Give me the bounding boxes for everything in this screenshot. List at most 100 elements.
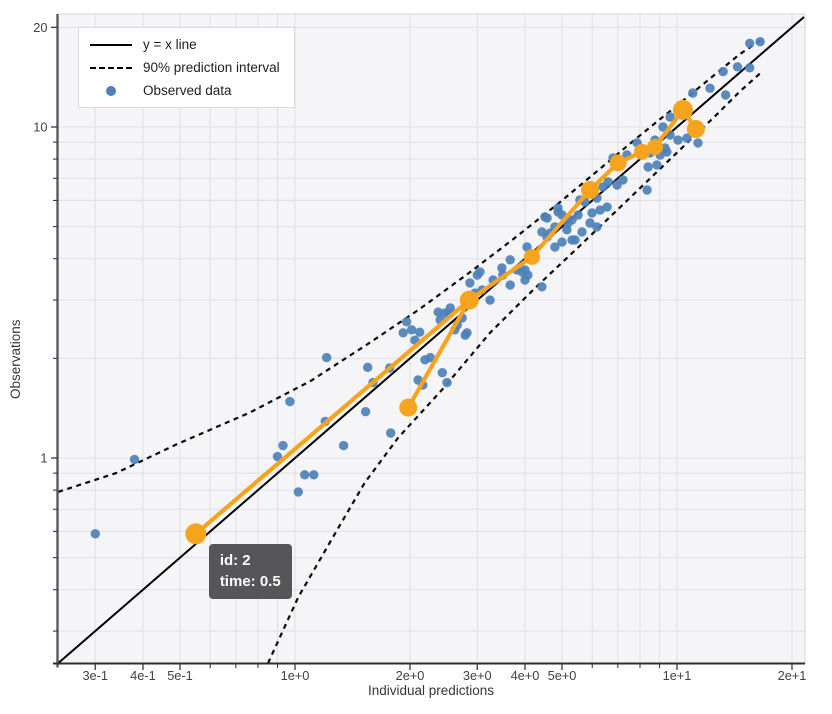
observed-point[interactable] bbox=[673, 135, 683, 145]
observed-point[interactable] bbox=[398, 328, 408, 338]
y-tick-label: 1 bbox=[40, 451, 47, 466]
x-axis-ticks: 3e-1 4e-1 5e-1 1e+0 2e+0 3e+0 4e+0 5e+0 1e+1 2e+1 bbox=[82, 663, 807, 683]
observed-point[interactable] bbox=[401, 317, 412, 327]
identity-line-sample bbox=[90, 43, 132, 46]
observed-point[interactable] bbox=[309, 470, 319, 480]
observed-point[interactable] bbox=[585, 218, 595, 228]
observed-point[interactable] bbox=[90, 529, 101, 539]
observed-point[interactable] bbox=[505, 255, 515, 265]
trajectory-point[interactable] bbox=[609, 154, 627, 172]
observed-point[interactable] bbox=[415, 327, 425, 337]
observed-point[interactable] bbox=[652, 160, 662, 170]
x-tick-label: 3e+0 bbox=[463, 668, 492, 683]
observed-point[interactable] bbox=[360, 407, 371, 417]
legend-item-identity-line: y = x line bbox=[90, 35, 280, 54]
x-tick-label: 5e-1 bbox=[167, 668, 193, 683]
observed-point[interactable] bbox=[732, 62, 743, 72]
observed-point[interactable] bbox=[688, 88, 698, 98]
trajectory-point[interactable] bbox=[686, 120, 705, 138]
legend-item-observed-data: Observed data bbox=[90, 81, 280, 100]
observed-point[interactable] bbox=[718, 66, 728, 77]
legend: y = x line 90% prediction interval Obser… bbox=[78, 27, 295, 108]
observed-point[interactable] bbox=[300, 470, 310, 480]
observed-point[interactable] bbox=[705, 83, 715, 93]
observed-point[interactable] bbox=[437, 368, 447, 378]
trajectory-tail bbox=[406, 298, 472, 410]
trajectory-point[interactable] bbox=[673, 99, 693, 120]
observed-point[interactable] bbox=[542, 213, 552, 223]
tooltip: id: 2 time: 0.5 bbox=[208, 543, 292, 599]
trajectory-point[interactable] bbox=[459, 290, 479, 310]
observed-point[interactable] bbox=[485, 295, 495, 305]
observed-point[interactable] bbox=[445, 303, 455, 313]
legend-item-prediction-interval: 90% prediction interval bbox=[90, 58, 280, 77]
observed-point[interactable] bbox=[577, 227, 587, 237]
trajectory-points bbox=[185, 99, 705, 545]
observed-point[interactable] bbox=[497, 263, 507, 273]
observed-point[interactable] bbox=[682, 133, 692, 143]
observed-point[interactable] bbox=[406, 325, 417, 335]
x-tick-label: 5e+0 bbox=[548, 668, 577, 683]
observed-point[interactable] bbox=[642, 185, 652, 195]
observed-point[interactable] bbox=[465, 278, 475, 288]
observed-point[interactable] bbox=[745, 63, 755, 73]
observed-point[interactable] bbox=[570, 235, 580, 245]
observed-point[interactable] bbox=[557, 237, 567, 247]
observed-point[interactable] bbox=[425, 352, 435, 363]
observed-point[interactable] bbox=[745, 38, 755, 48]
trajectory-point[interactable] bbox=[523, 248, 540, 265]
observed-point[interactable] bbox=[505, 280, 515, 290]
observed-point[interactable] bbox=[643, 162, 653, 172]
observed-point[interactable] bbox=[550, 242, 560, 252]
prediction-interval-sample bbox=[90, 66, 132, 69]
observed-point[interactable] bbox=[573, 210, 583, 220]
trajectory-point[interactable] bbox=[634, 143, 650, 160]
observed-point[interactable] bbox=[338, 440, 349, 451]
y-axis-title: Observations bbox=[8, 319, 23, 399]
trajectory-point[interactable] bbox=[185, 523, 207, 545]
legend-item-label: 90% prediction interval bbox=[143, 60, 280, 75]
observed-point[interactable] bbox=[618, 175, 628, 185]
observed-point[interactable] bbox=[293, 487, 303, 497]
observed-point[interactable] bbox=[537, 282, 547, 292]
observed-point[interactable] bbox=[755, 37, 765, 47]
observed-point[interactable] bbox=[462, 328, 472, 338]
observed-point[interactable] bbox=[129, 454, 140, 465]
y-tick-label: 10 bbox=[33, 120, 47, 135]
tooltip-time-line: time: 0.5 bbox=[219, 572, 281, 590]
observed-point[interactable] bbox=[523, 270, 533, 280]
observed-point[interactable] bbox=[272, 451, 283, 462]
identity-line bbox=[57, 16, 805, 664]
observed-point[interactable] bbox=[603, 177, 613, 187]
x-tick-label: 3e-1 bbox=[82, 668, 108, 683]
observed-point[interactable] bbox=[602, 202, 612, 212]
observed-point[interactable] bbox=[475, 267, 485, 277]
observed-point[interactable] bbox=[720, 90, 731, 100]
observed-point[interactable] bbox=[553, 203, 563, 213]
x-tick-label: 1e+0 bbox=[281, 668, 310, 683]
trajectory-point[interactable] bbox=[647, 139, 663, 155]
observed-point[interactable] bbox=[386, 428, 396, 438]
gridlines bbox=[57, 14, 805, 664]
y-tick-label: 20 bbox=[33, 20, 47, 35]
tooltip-id-line: id: 2 bbox=[219, 551, 251, 569]
observed-point[interactable] bbox=[285, 396, 295, 407]
observed-point[interactable] bbox=[665, 112, 675, 122]
observed-point[interactable] bbox=[662, 147, 672, 157]
observed-point[interactable] bbox=[592, 222, 602, 232]
y-axis-ticks: 1 10 20 bbox=[33, 20, 58, 632]
observed-point[interactable] bbox=[321, 352, 332, 363]
observed-point[interactable] bbox=[693, 138, 703, 148]
x-tick-label: 4e-1 bbox=[130, 668, 156, 683]
observed-point[interactable] bbox=[363, 362, 373, 372]
observed-point[interactable] bbox=[658, 122, 668, 132]
trajectory-point[interactable] bbox=[399, 398, 418, 417]
observed-point[interactable] bbox=[442, 377, 452, 388]
observed-point[interactable] bbox=[587, 208, 597, 218]
legend-item-label: Observed data bbox=[143, 83, 232, 98]
x-tick-label: 1e+1 bbox=[663, 668, 692, 683]
trajectory-point[interactable] bbox=[581, 181, 599, 199]
x-tick-label: 2e+1 bbox=[778, 668, 807, 683]
observed-point[interactable] bbox=[278, 440, 288, 451]
